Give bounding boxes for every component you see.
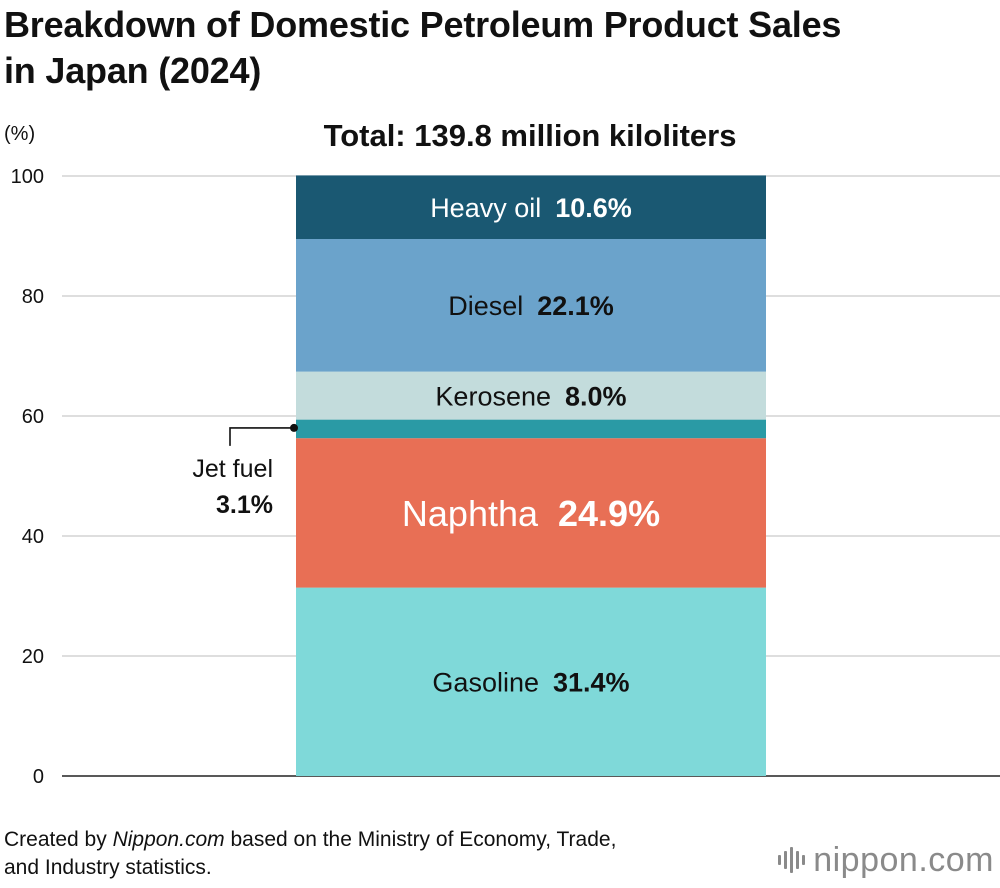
y-tick-label: 100 [11,166,44,188]
chart-subtitle: Total: 139.8 million kiloliters [324,118,737,153]
bar-segment-heavy-oil [296,175,766,239]
chart-title-line2: in Japan (2024) [4,50,262,91]
y-axis-unit: (%) [4,123,35,145]
y-tick-label: 20 [22,646,44,668]
segment-label-naphtha: Naphtha 24.9% [402,493,660,534]
segment-label-gasoline: Gasoline 31.4% [432,668,629,698]
logo-name: nippon [813,841,919,879]
segment-name-kerosene: Kerosene [435,381,551,411]
segment-name-gasoline: Gasoline [432,668,539,698]
source-publisher: Nippon.com [112,828,225,851]
callout-label-jet-fuel: Jet fuel [192,455,273,483]
segment-value-diesel: 22.1% [537,291,614,321]
logo-tld: com [928,841,994,879]
logo-wordmark: nippon.com [813,843,994,877]
stacked-bar-chart: Gasoline 31.4% Naphtha 24.9% Kerosene 8.0% Die… [4,118,1000,788]
bar-segment-kerosene [296,371,766,420]
bar-segments [296,175,766,776]
segment-name-heavy-oil: Heavy oil [430,193,541,223]
callout-leader-line [229,427,294,446]
callout-value-jet-fuel: 3.1% [216,491,273,519]
bar-segment-diesel [296,239,766,372]
bar-segment-gasoline [296,587,766,776]
jet-fuel-callout: Jet fuel 3.1% [192,423,298,519]
segment-label-heavy-oil: Heavy oil 10.6% [430,193,632,223]
bar-segment-jet-fuel [296,419,766,439]
segment-value-heavy-oil: 10.6% [555,193,632,223]
segment-label-diesel: Diesel 22.1% [448,291,614,321]
source-rest-line1: based on the Ministry of Economy, Trade, [224,828,617,851]
y-tick-label: 40 [22,526,44,548]
y-axis-ticks: 0 20 40 60 80 100 [11,166,44,788]
source-note: Created by Nippon.com based on the Minis… [4,826,764,882]
segment-value-gasoline: 31.4% [553,668,630,698]
segment-value-kerosene: 8.0% [565,381,627,411]
chart-title: Breakdown of Domestic Petroleum Product … [4,2,994,94]
source-prefix: Created by [4,828,113,851]
y-tick-label: 60 [22,406,44,428]
segment-name-naphtha: Naphtha [402,493,539,534]
segment-name-diesel: Diesel [448,291,523,321]
segment-value-naphtha: 24.9% [558,493,660,534]
chart-area: Gasoline 31.4% Naphtha 24.9% Kerosene 8.0% Die… [0,110,1000,810]
chart-title-line1: Breakdown of Domestic Petroleum Product … [4,4,842,45]
y-tick-label: 0 [33,766,44,788]
bar-segment-naphtha [296,438,766,588]
segment-labels: Gasoline 31.4% Naphtha 24.9% Kerosene 8.0% Die… [402,193,660,698]
logo-mark-icon [778,843,806,877]
segment-label-kerosene: Kerosene 8.0% [435,381,626,411]
source-line2: and Industry statistics. [4,856,212,879]
nippon-logo: nippon.com [764,838,994,882]
y-tick-label: 80 [22,286,44,308]
logo-dot: . [918,841,929,879]
